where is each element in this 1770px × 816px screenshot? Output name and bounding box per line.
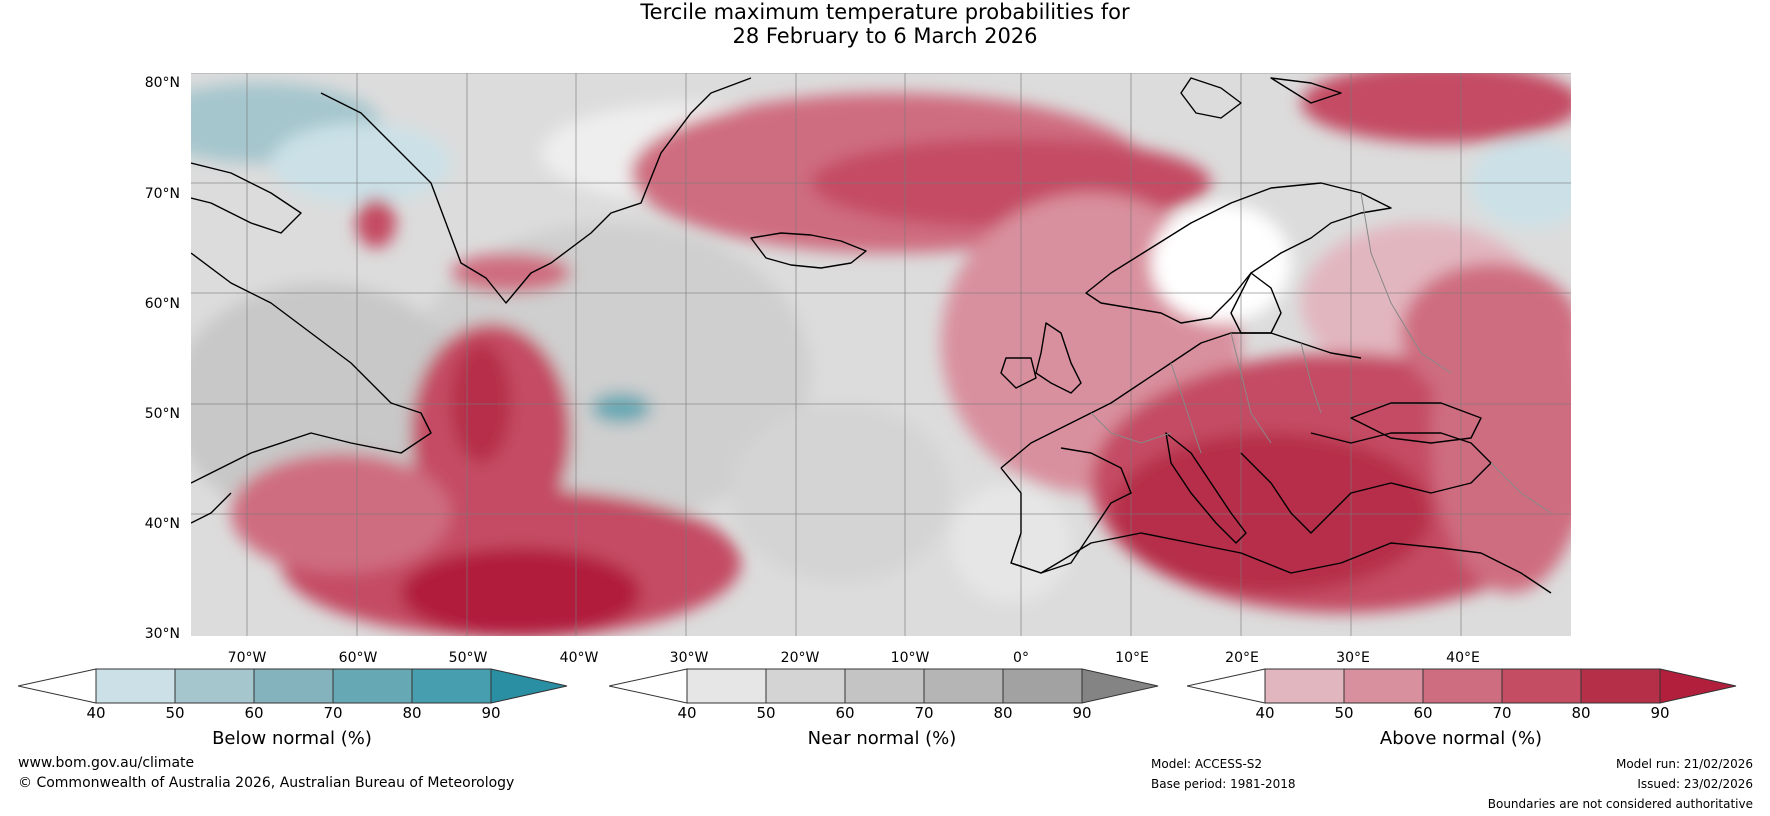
colorbar-below-bin-3: [253, 668, 334, 704]
colorbar-below-normal: [17, 668, 568, 704]
footer-model-run: Model run: 21/02/2026: [1615, 757, 1753, 771]
below-tick-70: 70: [323, 704, 343, 722]
near-tick-60: 60: [835, 704, 855, 722]
colorbar-above-label: Above normal (%): [1379, 728, 1543, 749]
colorbar-near-svg: [608, 668, 1159, 704]
colorbar-below-bin-1: [95, 668, 176, 704]
above-tick-80: 80: [1571, 704, 1591, 722]
lon-label-20e: 20°E: [1225, 650, 1259, 666]
lon-label-40e: 40°E: [1446, 650, 1480, 666]
lon-label-10e: 10°E: [1115, 650, 1149, 666]
graticule: [191, 73, 1571, 636]
lon-label-20w: 20°W: [780, 650, 820, 666]
colorbar-above-bin-2: [1343, 668, 1424, 704]
lon-label-10w: 10°W: [890, 650, 930, 666]
title-line-2: 28 February to 6 March 2026: [732, 24, 1038, 48]
colorbar-below-bin-5: [411, 668, 492, 704]
footer-base-period: Base period: 1981-2018: [1151, 777, 1296, 791]
above-tick-50: 50: [1334, 704, 1354, 722]
footer-copyright: © Commonwealth of Australia 2026, Austra…: [18, 775, 515, 791]
colorbar-below-label: Below normal (%): [212, 728, 372, 749]
coastlines: [191, 77, 1552, 594]
near-tick-80: 80: [993, 704, 1013, 722]
lat-label-70n: 70°N: [144, 186, 180, 202]
chart-title: Tercile maximum temperature probabilitie…: [0, 0, 1770, 48]
lon-label-50w: 50°W: [448, 650, 488, 666]
colorbar-below-bin-2: [174, 668, 255, 704]
title-line-1: Tercile maximum temperature probabilitie…: [640, 0, 1130, 24]
near-tick-50: 50: [756, 704, 776, 722]
colorbar-above-bin-1: [1264, 668, 1345, 704]
probability-shading: [191, 73, 1571, 636]
colorbar-near-bin-5: [1002, 668, 1083, 704]
colorbar-near-low-arrow: [608, 668, 688, 704]
colorbar-near-bin-1: [686, 668, 767, 704]
colorbar-above-bin-3: [1422, 668, 1503, 704]
near-tick-90: 90: [1072, 704, 1092, 722]
below-tick-40: 40: [86, 704, 106, 722]
lon-label-30w: 30°W: [669, 650, 709, 666]
above-tick-60: 60: [1413, 704, 1433, 722]
colorbar-below-low-arrow: [17, 668, 97, 704]
lat-label-80n: 80°N: [144, 75, 180, 91]
colorbar-near-bin-3: [844, 668, 925, 704]
colorbar-near-label: Near normal (%): [807, 728, 957, 749]
footer-disclaimer: Boundaries are not considered authoritat…: [1487, 797, 1753, 811]
colorbar-below-high-arrow: [490, 668, 568, 704]
colorbar-near-bin-2: [765, 668, 846, 704]
country-borders: [1090, 192, 1552, 514]
colorbar-below-svg: [17, 668, 568, 704]
lat-label-50n: 50°N: [144, 406, 180, 422]
above-tick-90: 90: [1650, 704, 1670, 722]
colorbar-above-bin-4: [1501, 668, 1582, 704]
colorbar-above-high-arrow: [1659, 668, 1737, 704]
footer-model: Model: ACCESS-S2: [1151, 757, 1263, 771]
colorbar-near-normal: [608, 668, 1159, 704]
lon-label-40w: 40°W: [559, 650, 599, 666]
footer-issued: Issued: 23/02/2026: [1637, 777, 1753, 791]
above-tick-40: 40: [1255, 704, 1275, 722]
lat-label-30n: 30°N: [144, 626, 180, 642]
colorbar-above-low-arrow: [1186, 668, 1266, 704]
lat-label-60n: 60°N: [144, 296, 180, 312]
colorbar-above-normal: [1186, 668, 1737, 704]
colorbar-below-bin-4: [332, 668, 413, 704]
near-tick-70: 70: [914, 704, 934, 722]
colorbar-near-bin-4: [923, 668, 1004, 704]
below-tick-90: 90: [481, 704, 501, 722]
probability-map: [191, 73, 1571, 636]
above-tick-70: 70: [1492, 704, 1512, 722]
colorbar-near-high-arrow: [1081, 668, 1159, 704]
below-tick-80: 80: [402, 704, 422, 722]
footer-website: www.bom.gov.au/climate: [18, 755, 195, 771]
map-svg: [191, 73, 1571, 636]
below-tick-60: 60: [244, 704, 264, 722]
colorbar-above-bin-5: [1580, 668, 1661, 704]
lat-label-40n: 40°N: [144, 516, 180, 532]
lon-label-70w: 70°W: [227, 650, 267, 666]
below-tick-50: 50: [165, 704, 185, 722]
lon-label-30e: 30°E: [1336, 650, 1370, 666]
lon-label-60w: 60°W: [338, 650, 378, 666]
colorbar-above-svg: [1186, 668, 1737, 704]
lon-label-0: 0°: [1013, 650, 1029, 666]
near-tick-40: 40: [677, 704, 697, 722]
